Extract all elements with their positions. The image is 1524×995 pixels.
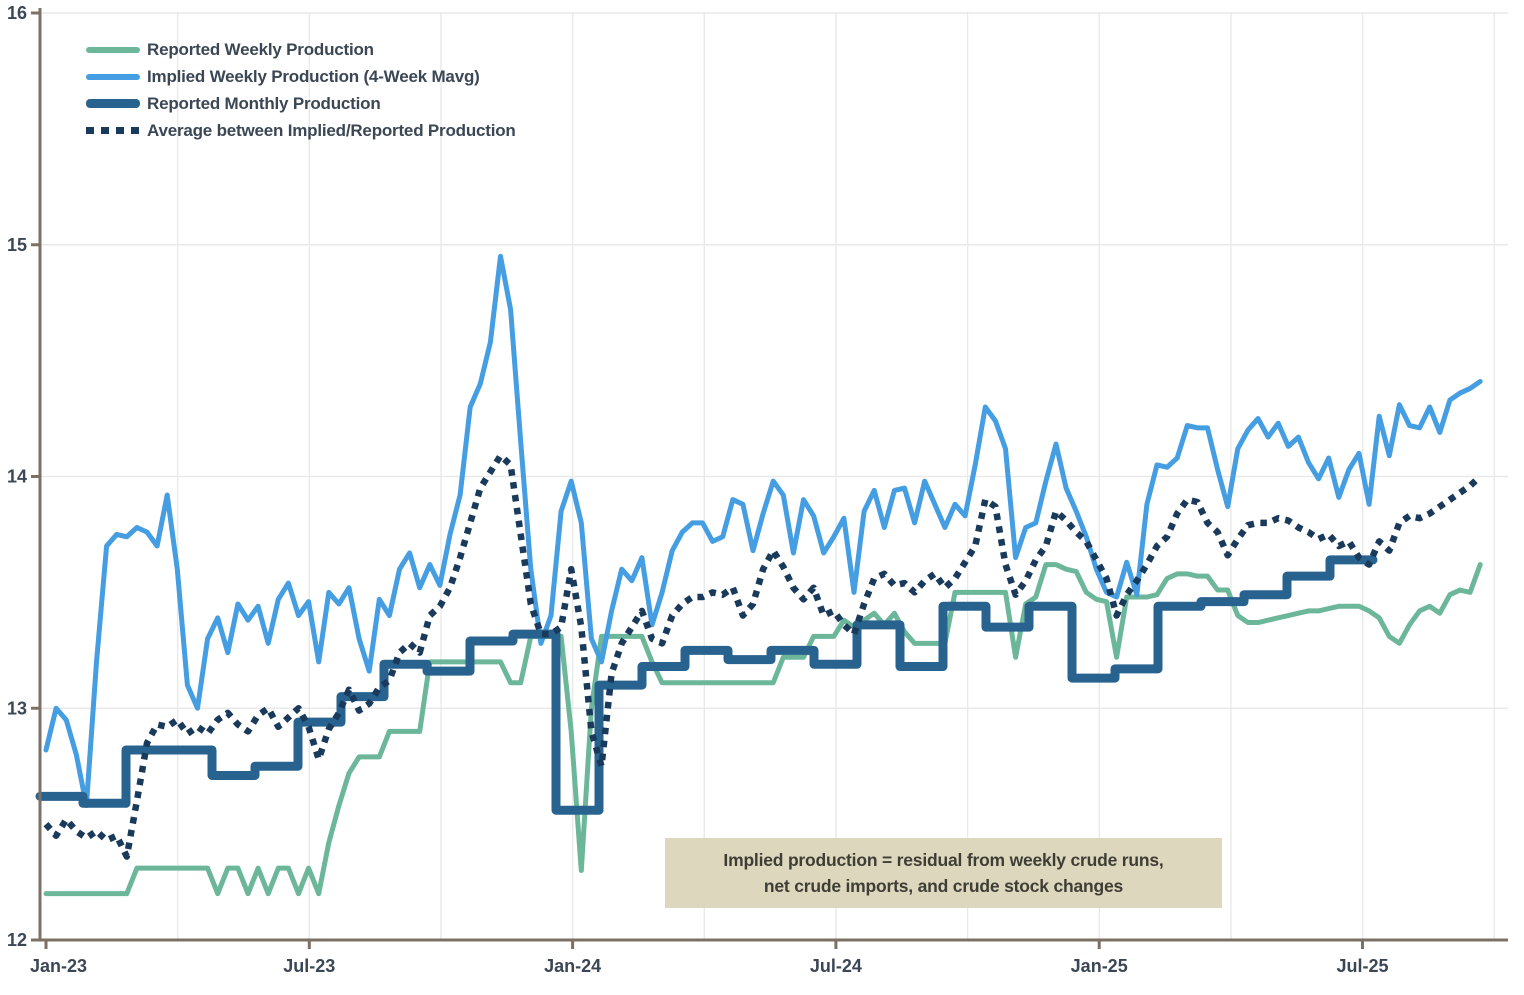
reported-weekly-line <box>43 562 1483 897</box>
dark-blue-line-swatch-icon <box>86 99 140 108</box>
y-tick-label: 14 <box>7 467 27 487</box>
y-tick-label: 12 <box>7 930 27 950</box>
legend-label: Average between Implied/Reported Product… <box>147 120 516 140</box>
x-tick-label: Jan-23 <box>30 956 87 976</box>
reported-monthly-step-line <box>35 555 1378 815</box>
legend-item-reported-weekly: Reported Weekly Production <box>86 36 516 63</box>
chart-legend: Reported Weekly Production Implied Weekl… <box>86 36 516 144</box>
x-tick-label: Jul-23 <box>283 956 335 976</box>
legend-label: Reported Weekly Production <box>147 39 374 59</box>
annotation-box: Implied production = residual from weekl… <box>665 838 1222 908</box>
y-tick-label: 13 <box>7 698 27 718</box>
y-tick-label: 15 <box>7 235 27 255</box>
legend-item-reported-monthly: Reported Monthly Production <box>86 90 516 117</box>
green-line-swatch-icon <box>86 46 140 53</box>
blue-line-swatch-icon <box>86 73 140 80</box>
annotation-line-1: Implied production = residual from weekl… <box>723 849 1164 870</box>
legend-item-implied-weekly: Implied Weekly Production (4-Week Mavg) <box>86 63 516 90</box>
y-tick-label: 16 <box>7 3 27 23</box>
legend-label: Reported Monthly Production <box>147 93 381 113</box>
annotation-line-2: net crude imports, and crude stock chang… <box>763 876 1124 896</box>
x-tick-label: Jul-24 <box>810 956 862 976</box>
legend-label: Implied Weekly Production (4-Week Mavg) <box>147 66 480 86</box>
implied-weekly-line <box>43 253 1483 809</box>
x-tick-label: Jan-24 <box>544 956 601 976</box>
average-dotted-line <box>43 452 1483 860</box>
x-tick-label: Jul-25 <box>1336 956 1388 976</box>
legend-item-average: Average between Implied/Reported Product… <box>86 117 516 144</box>
dotted-line-swatch-icon <box>86 127 140 134</box>
x-tick-label: Jan-25 <box>1071 956 1128 976</box>
